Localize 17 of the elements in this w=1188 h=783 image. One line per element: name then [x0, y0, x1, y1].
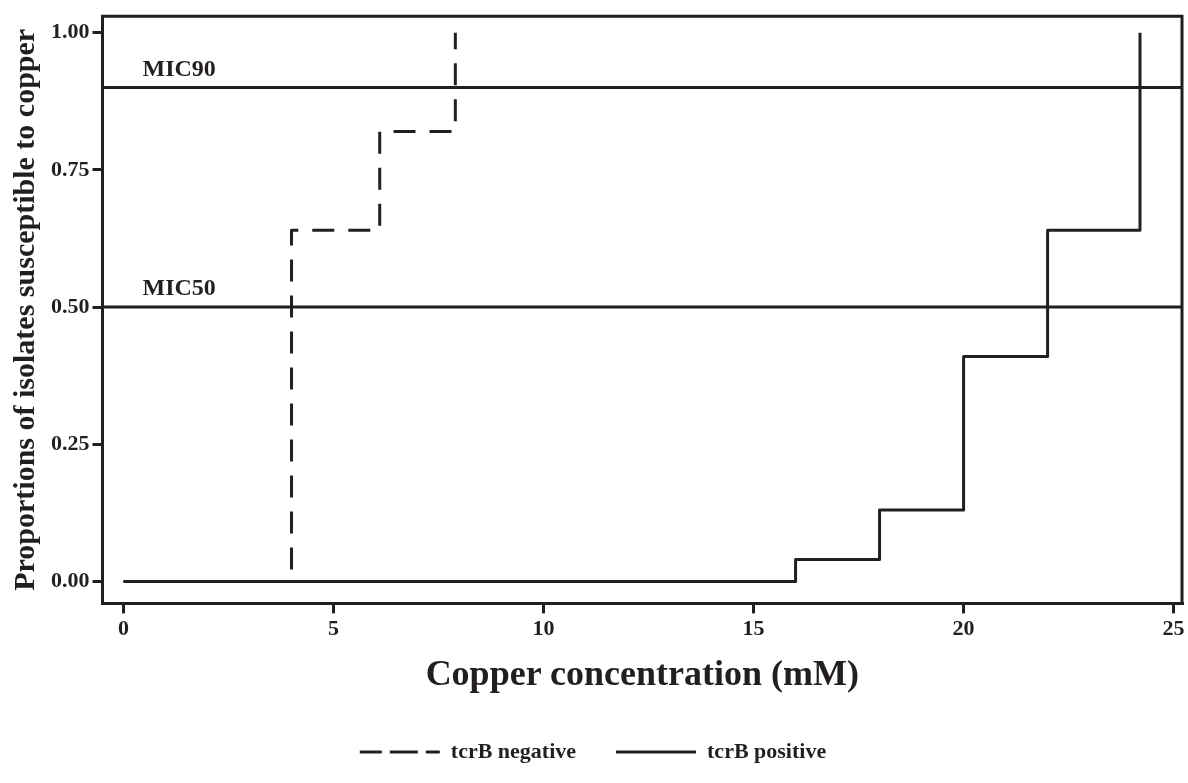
x-tick-label: 5	[328, 615, 340, 641]
x-axis-title: Copper concentration (mM)	[425, 652, 859, 693]
y-tick-label: 0.75	[51, 155, 90, 181]
legend-label: tcrB positive	[707, 737, 827, 763]
y-tick-label: 1.00	[51, 18, 90, 44]
y-axis-title: Proportions of isolates susceptible to copper	[6, 28, 40, 591]
x-tick-label: 15	[742, 615, 765, 641]
ref-line-label: MIC90	[142, 54, 216, 81]
ref-line-label: MIC50	[142, 274, 216, 301]
y-tick-label: 0.50	[51, 292, 90, 318]
y-tick-label: 0.00	[51, 567, 90, 593]
x-tick-label: 10	[532, 615, 555, 641]
x-tick-label: 0	[118, 615, 129, 641]
x-tick-label: 20	[952, 615, 975, 641]
x-tick-label: 25	[1162, 615, 1185, 641]
y-tick-label: 0.25	[51, 429, 90, 455]
legend-label: tcrB negative	[450, 737, 577, 763]
